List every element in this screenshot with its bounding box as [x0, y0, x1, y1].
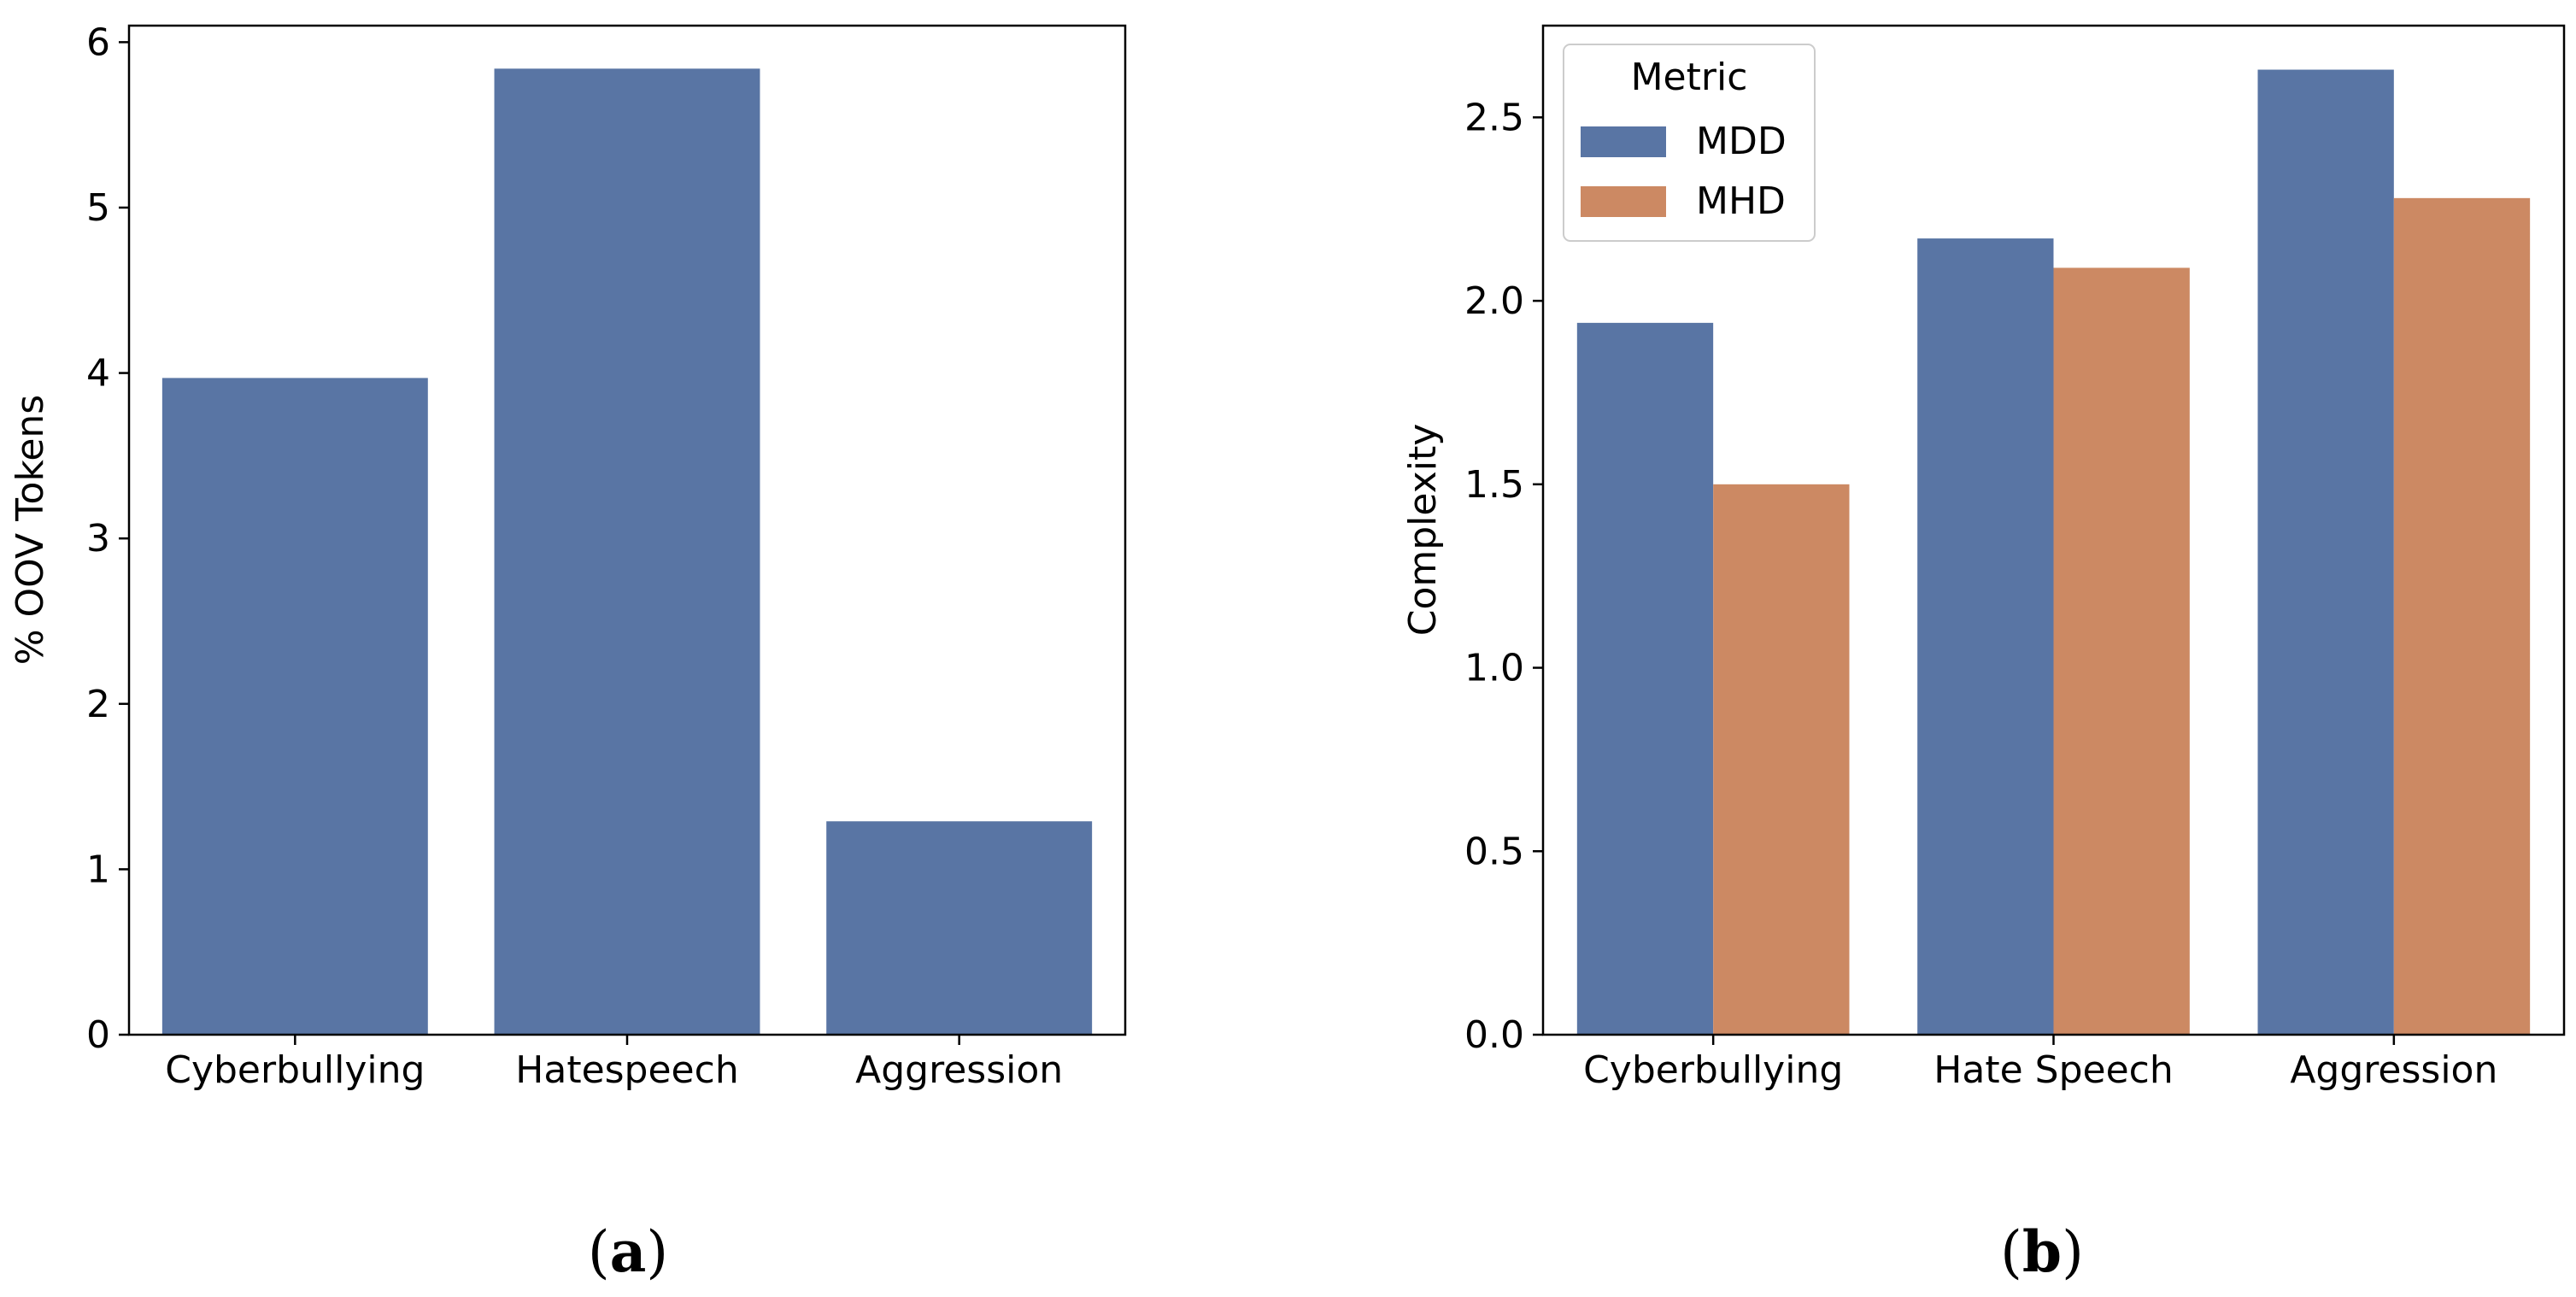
x-tick-label-hatespeech: Hatespeech	[515, 1048, 738, 1092]
legend-swatch-mhd	[1581, 186, 1666, 217]
bar-mhd-aggression	[2393, 197, 2531, 1036]
panel-a-x-axis: Cyberbullying Hatespeech Aggression	[165, 1035, 1063, 1092]
panel-b-y-axis-title: Complexity	[1401, 424, 1445, 637]
panel-a-y-axis-title: % OOV Tokens	[9, 395, 52, 666]
legend-label-mhd: MHD	[1696, 179, 1786, 223]
legend-label-mdd: MDD	[1696, 120, 1787, 163]
y-tick-label: 1.0	[1464, 647, 1524, 690]
caption-b-close: )	[2062, 1219, 2084, 1285]
y-tick-label: 2.5	[1464, 96, 1524, 139]
bar-mhd-cyberbullying	[1713, 484, 1850, 1035]
y-tick-label: 0.5	[1464, 830, 1524, 873]
panel-b-legend: Metric MDD MHD	[1563, 44, 1816, 242]
x-tick-label-cyberbullying: Cyberbullying	[165, 1048, 425, 1092]
legend-swatch-mdd	[1581, 126, 1666, 157]
y-tick-label: 0	[86, 1013, 110, 1057]
x-tick-label-hate-speech: Hate Speech	[1933, 1048, 2173, 1092]
panel-a-oov-tokens-chart: 0 1 2 3 4 5 6 Cyberbullying Hatespeech Aggressio…	[9, 21, 1127, 1092]
y-tick-label: 5	[86, 186, 110, 230]
panel-b-y-axis: 0.0 0.5 1.0 1.5 2.0 2.5	[1464, 96, 1543, 1057]
bar-mdd-hate-speech	[1917, 238, 2054, 1036]
caption-a-letter: a	[610, 1218, 647, 1285]
legend-title: Metric	[1631, 56, 1748, 99]
y-tick-label: 2.0	[1464, 279, 1524, 323]
y-tick-label: 4	[86, 352, 110, 396]
y-tick-label: 1	[86, 848, 110, 891]
panel-a-bars	[161, 68, 1093, 1036]
bar-aggression	[826, 821, 1093, 1035]
y-tick-label: 3	[86, 517, 110, 560]
x-tick-label-aggression: Aggression	[855, 1048, 1063, 1092]
caption-a-close: )	[646, 1219, 668, 1285]
caption-b-letter: b	[2022, 1218, 2062, 1285]
caption-b: (b)	[2000, 1218, 2084, 1285]
bar-hatespeech	[494, 68, 760, 1036]
bar-mdd-aggression	[2257, 69, 2394, 1035]
bar-mhd-hate-speech	[2053, 267, 2190, 1035]
caption-b-open: (	[2000, 1219, 2022, 1285]
y-tick-label: 1.5	[1464, 463, 1524, 507]
panel-b-x-axis: Cyberbullying Hate Speech Aggression	[1583, 1035, 2497, 1092]
y-tick-label: 2	[86, 683, 110, 726]
x-tick-label-cyberbullying: Cyberbullying	[1583, 1048, 1843, 1092]
bar-cyberbullying	[161, 378, 428, 1035]
y-tick-label: 0.0	[1464, 1013, 1524, 1057]
panel-b-bars	[1576, 69, 2531, 1036]
y-tick-label: 6	[86, 21, 110, 64]
caption-a: (a)	[588, 1218, 668, 1285]
caption-a-open: (	[588, 1219, 610, 1285]
panel-a-y-axis: 0 1 2 3 4 5 6	[86, 21, 129, 1057]
x-tick-label-aggression: Aggression	[2290, 1048, 2497, 1092]
panel-b-complexity-chart: 0.0 0.5 1.0 1.5 2.0 2.5 Cyberbullying Hate Spe…	[1401, 24, 2566, 1092]
bar-mdd-cyberbullying	[1576, 322, 1714, 1035]
